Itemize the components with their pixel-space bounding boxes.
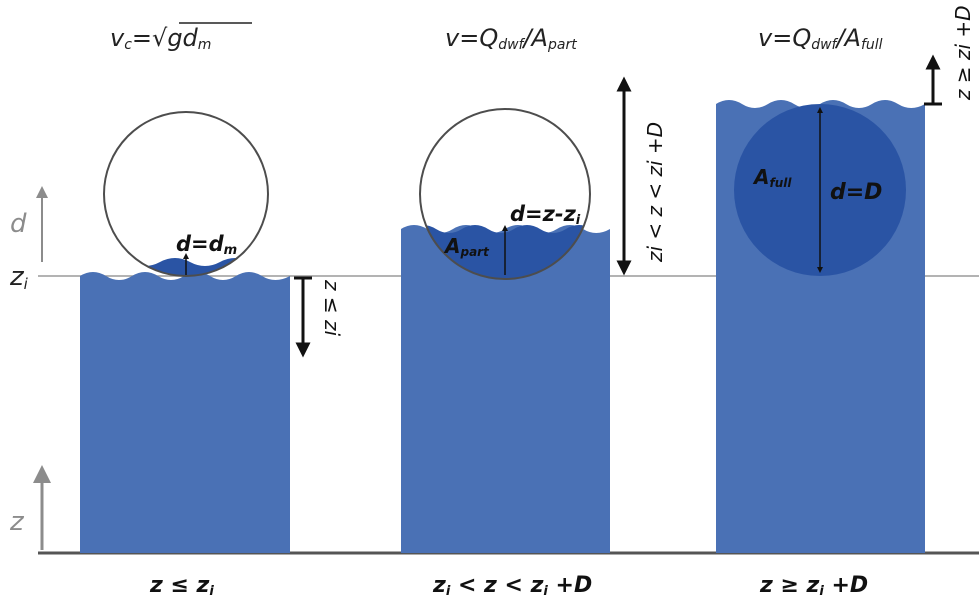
bottom-label-3: z ≥ zi +D <box>759 573 868 599</box>
pipe-circle-2 <box>419 108 591 280</box>
panel-2 <box>401 76 632 553</box>
bottom-label-2: zi < z < zi +D <box>432 573 592 599</box>
zi-axis-label: zi <box>9 262 29 293</box>
z-axis-label: z <box>9 507 25 537</box>
area-label-2: Apart <box>443 234 490 259</box>
pipe-circle-1 <box>103 111 269 277</box>
inner-label-1: d=dm <box>176 232 237 258</box>
bottom-label-1: z ≤ zi <box>149 573 214 599</box>
formula-1: vc=√gdm <box>110 24 211 53</box>
area-label-3: Afull <box>752 165 792 190</box>
side-label-3: z ≥ zi +D <box>951 5 975 101</box>
water-column-1 <box>80 272 290 553</box>
d-axis-label: d <box>10 209 27 239</box>
panel-3 <box>716 54 942 553</box>
water-column-2 <box>401 225 610 553</box>
inner-label-2: d=z-zi <box>510 202 581 228</box>
formula-2: v=Qdwf/Apart <box>445 24 577 53</box>
side-label-1: z ≤ zi <box>320 279 344 336</box>
formula-3: v=Qdwf/Afull <box>758 24 883 53</box>
inner-label-3: d=D <box>830 180 882 205</box>
panel-1 <box>80 111 312 553</box>
side-label-2: zi < z < zi +D <box>643 122 667 263</box>
